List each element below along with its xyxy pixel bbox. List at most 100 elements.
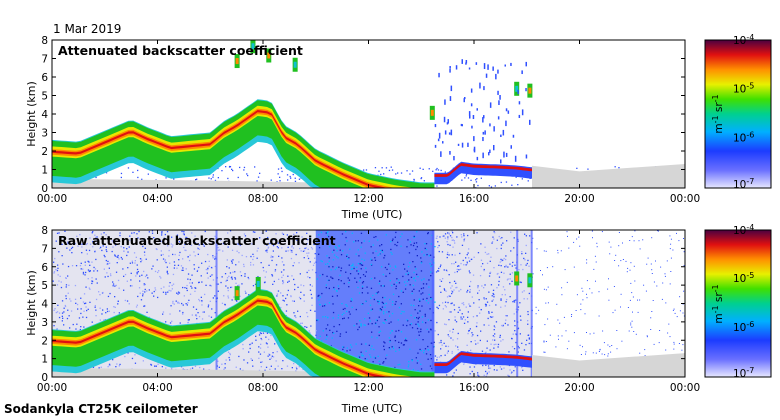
top-y-axis: 0 1 2 3 4 5 6 7 8: [41, 35, 685, 195]
x-tick-label: 00:00: [37, 193, 67, 205]
precip-streak: [443, 116, 446, 123]
morning-surface-haze: [52, 367, 316, 377]
cloud-fragment-core: [515, 275, 519, 282]
y-tick-label: 8: [41, 225, 48, 237]
precip-streak: [483, 115, 485, 119]
y-tick-label: 0: [41, 183, 48, 195]
x-tick-label: 04:00: [142, 382, 172, 394]
x-tick-label: 00:00: [670, 193, 700, 205]
precip-streak: [442, 141, 444, 144]
colorbar-tick-label: 10-4: [733, 33, 754, 47]
cloud-fragment-core: [528, 277, 532, 284]
precip-streak: [510, 145, 512, 149]
y-tick-label: 4: [41, 299, 48, 311]
cloud-fragment-core: [251, 43, 255, 50]
aerosol-band-green: [52, 289, 435, 377]
colorbar-tick-label: 10-5: [733, 81, 754, 95]
bottom-panel: Raw attenuated backscatter coefficient 0…: [25, 225, 700, 415]
low-cloud-base: [434, 163, 532, 177]
precip-streak: [434, 124, 437, 128]
cloud-fragment-core: [267, 52, 271, 59]
precip-streak: [434, 144, 437, 148]
top-heatmap-content: [52, 40, 685, 188]
bottom-colorbar-gradient: [704, 229, 772, 378]
bottom-colorbar-labels: 10-4 10-5 10-6 10-7: [733, 223, 754, 380]
precip-streak: [479, 82, 481, 89]
precip-streak: [482, 137, 484, 142]
precip-streak: [482, 131, 485, 135]
precip-streak: [447, 119, 449, 124]
precip-streak: [467, 142, 469, 147]
y-tick-label: 4: [41, 109, 48, 121]
y-tick-label: 2: [41, 335, 48, 347]
precip-streak: [463, 98, 465, 103]
precip-streak: [455, 65, 458, 70]
precip-streak: [485, 73, 488, 78]
precip-streak: [461, 124, 463, 127]
precip-streak: [505, 120, 507, 127]
precip-streak: [470, 88, 473, 93]
precip-streak: [493, 126, 495, 132]
precip-streak: [489, 102, 492, 108]
precip-streak: [449, 68, 451, 73]
y-tick-label: 7: [41, 54, 48, 66]
precip-streak: [472, 115, 475, 120]
x-tick-label: 08:00: [248, 382, 278, 394]
precip-streak: [471, 125, 473, 129]
colorbar-tick-label: 10-5: [733, 271, 754, 285]
precip-streak: [497, 116, 500, 120]
precip-streak: [450, 85, 453, 92]
vertical-streak: [530, 230, 533, 377]
precip-streak: [444, 130, 447, 135]
precip-streak: [495, 73, 497, 80]
precip-streak: [489, 123, 491, 127]
precip-streak: [468, 111, 471, 116]
precip-streak: [440, 151, 442, 157]
precip-streak: [487, 64, 489, 70]
low-level-haze: [532, 163, 685, 188]
precip-streak: [488, 152, 490, 156]
colorbar-tick-label: 10-6: [733, 131, 754, 145]
precip-streak: [448, 132, 451, 135]
precip-streak: [444, 99, 446, 105]
precip-streak: [507, 110, 510, 114]
colorbar-tick-label: 10-4: [733, 223, 754, 237]
x-tick-label: 12:00: [353, 193, 383, 205]
y-tick-label: 6: [41, 262, 48, 274]
x-tick-label: 16:00: [459, 382, 489, 394]
precip-streak: [512, 134, 515, 138]
y-tick-label: 3: [41, 317, 48, 329]
precip-streak: [482, 152, 484, 159]
precip-streak: [465, 62, 467, 65]
aerosol-band-yellow: [52, 105, 435, 188]
cloud-fragment-core: [235, 58, 239, 65]
precip-streak: [500, 134, 502, 138]
precip-streak: [505, 152, 508, 157]
precip-streak: [525, 88, 527, 92]
top-panel: Attenuated backscatter coefficient 0 1 2 3 4…: [25, 35, 700, 221]
low-level-haze: [532, 353, 685, 377]
colorbar-tick-label: 10-7: [733, 366, 754, 380]
x-tick-label: 00:00: [37, 382, 67, 394]
precip-streak: [460, 123, 463, 127]
y-tick-label: 5: [41, 91, 48, 103]
precip-streak: [521, 109, 524, 116]
precip-streak: [438, 72, 440, 78]
top-colorbar-labels: 10-4 10-5 10-6 10-7: [733, 33, 754, 191]
precip-streak: [505, 108, 508, 112]
x-tick-label: 08:00: [248, 193, 278, 205]
precip-streak: [489, 149, 491, 154]
cloud-fragment-core: [515, 85, 519, 92]
cloud-fragment-core: [430, 109, 434, 116]
precip-streak: [484, 130, 486, 135]
precip-streak: [473, 146, 476, 153]
bottom-y-axis-title: Height (km): [25, 270, 38, 336]
bottom-heatmap-content: [52, 230, 685, 377]
y-tick-label: 8: [41, 35, 48, 47]
precip-streak: [503, 151, 505, 158]
precip-streak: [497, 69, 499, 74]
precip-streak: [461, 59, 463, 64]
vertical-streak: [431, 230, 434, 377]
precip-streak: [449, 66, 451, 69]
y-tick-label: 1: [41, 165, 48, 177]
